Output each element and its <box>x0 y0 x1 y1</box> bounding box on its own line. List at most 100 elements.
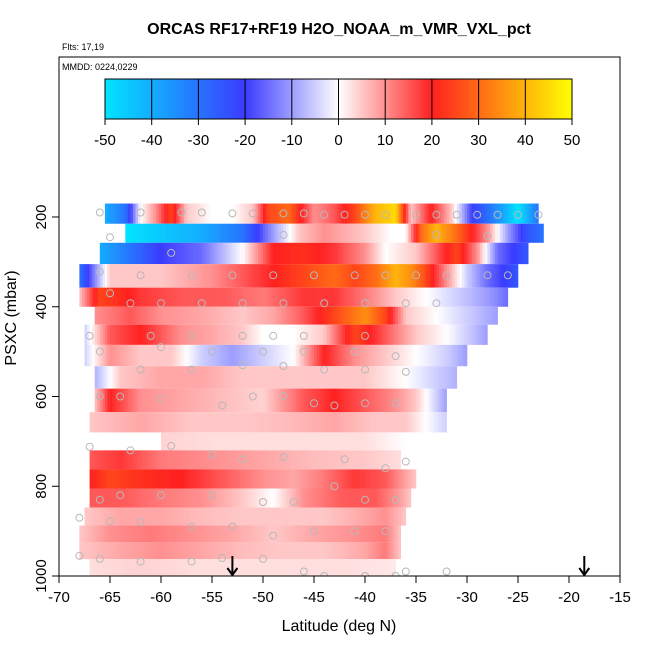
heatmap-cell <box>81 287 85 307</box>
heatmap-cell <box>497 223 501 243</box>
heatmap-cell <box>206 264 210 288</box>
heatmap-cell <box>405 432 409 451</box>
heatmap-cell <box>321 242 325 265</box>
heatmap-cell <box>245 287 248 307</box>
heatmap-cell <box>97 287 101 307</box>
heatmap-cell <box>217 366 220 389</box>
heatmap-cell <box>107 559 111 576</box>
heatmap-cell <box>130 324 134 345</box>
heatmap-cell <box>515 242 519 265</box>
heatmap-cell <box>293 542 297 560</box>
heatmap-cell <box>285 432 289 451</box>
heatmap-cell <box>212 507 215 526</box>
heatmap-cell <box>138 223 141 243</box>
heatmap-cell <box>352 450 356 470</box>
heatmap-cell <box>505 264 509 288</box>
heatmap-cell <box>87 287 90 307</box>
heatmap-cell <box>518 223 521 243</box>
heatmap-cell <box>214 450 218 470</box>
heatmap-cell <box>227 488 231 508</box>
heatmap-cell <box>382 488 386 508</box>
heatmap-cell <box>316 525 320 543</box>
colorbar-tick-label: -50 <box>94 132 116 149</box>
heatmap-cell <box>183 525 187 543</box>
heatmap-cell <box>354 559 358 576</box>
heatmap-cell <box>344 306 348 325</box>
heatmap-cell <box>319 488 322 508</box>
heatmap-cell <box>278 450 282 470</box>
heatmap-cell <box>125 412 129 433</box>
heatmap-cell <box>446 306 450 325</box>
heatmap-cell <box>135 242 139 265</box>
heatmap-cell <box>196 306 200 325</box>
heatmap-cell <box>451 287 455 307</box>
heatmap-cell <box>495 242 498 265</box>
observation-point <box>340 455 349 464</box>
heatmap-cell <box>436 412 440 433</box>
heatmap-cell <box>153 488 157 508</box>
heatmap-cell <box>390 450 394 470</box>
heatmap-cell <box>229 242 233 265</box>
heatmap-cell <box>278 432 282 451</box>
heatmap-cell <box>229 203 233 224</box>
observation-point <box>187 522 196 531</box>
heatmap-cell <box>250 507 254 526</box>
heatmap-cell <box>288 412 292 433</box>
heatmap-cell <box>421 388 424 413</box>
heatmap-cell <box>171 432 175 451</box>
heatmap-cell <box>359 366 363 389</box>
heatmap-cell <box>413 223 417 243</box>
heatmap-cell <box>140 324 144 345</box>
heatmap-cell <box>400 488 404 508</box>
heatmap-cell <box>375 306 379 325</box>
heatmap-cell <box>237 507 241 526</box>
heatmap-cell <box>97 469 101 489</box>
heatmap-cell <box>275 264 279 288</box>
heatmap-cell <box>206 306 210 325</box>
heatmap-cell <box>224 559 228 576</box>
heatmap-cell <box>219 488 223 508</box>
heatmap-cell <box>245 203 248 224</box>
heatmap-cell <box>326 507 330 526</box>
heatmap-cell <box>255 432 259 451</box>
heatmap-cell <box>199 388 203 413</box>
heatmap-cell <box>446 264 450 288</box>
observation-point <box>126 446 135 455</box>
heatmap-cell <box>148 287 152 307</box>
heatmap-cell <box>214 344 218 367</box>
heatmap-cell <box>115 525 118 543</box>
heatmap-cell <box>112 469 116 489</box>
heatmap-band <box>84 324 488 345</box>
heatmap-cell <box>132 287 136 307</box>
heatmap-cell <box>191 344 195 367</box>
heatmap-cell <box>206 287 210 307</box>
heatmap-cell <box>125 306 129 325</box>
heatmap-cell <box>270 223 274 243</box>
heatmap-cell <box>263 432 266 451</box>
heatmap-cell <box>308 488 312 508</box>
heatmap-cell <box>125 366 129 389</box>
colorbar-tick-label: -40 <box>141 132 163 149</box>
heatmap-cell <box>206 344 210 367</box>
heatmap-cell <box>347 469 350 489</box>
observation-point <box>95 392 104 401</box>
heatmap-cell <box>94 412 98 433</box>
heatmap-cell <box>275 242 279 265</box>
heatmap-cell <box>127 488 131 508</box>
heatmap-cell <box>186 559 190 576</box>
heatmap-cell <box>446 242 450 265</box>
heatmap-cell <box>349 469 353 489</box>
heatmap-cell <box>120 366 124 389</box>
heatmap-cell <box>263 542 266 560</box>
heatmap-cell <box>438 388 442 413</box>
heatmap-cell <box>245 559 248 576</box>
heatmap-cell <box>204 432 208 451</box>
heatmap-cell <box>380 507 384 526</box>
heatmap-cell <box>365 306 368 325</box>
colorbar-tick-label: -10 <box>281 132 303 149</box>
heatmap-cell <box>278 223 282 243</box>
heatmap-cell <box>293 432 297 451</box>
heatmap-cell <box>161 525 164 543</box>
heatmap-cell <box>380 542 384 560</box>
heatmap-cell <box>393 559 396 576</box>
